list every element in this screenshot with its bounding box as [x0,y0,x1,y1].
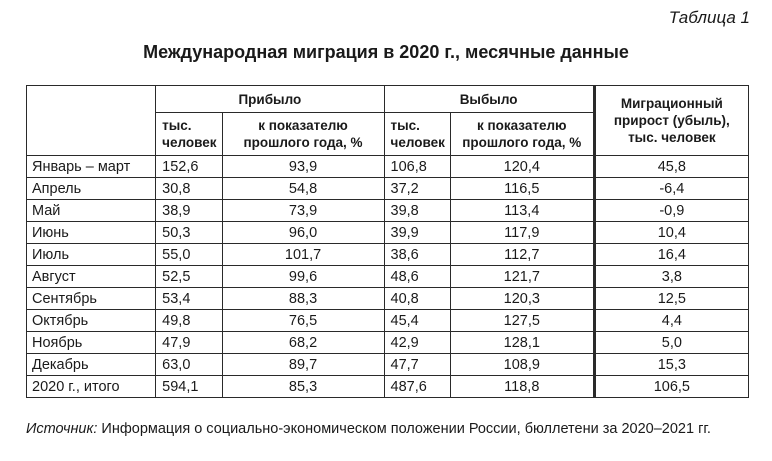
cell-arrived-thousands: 152,6 [155,155,223,178]
cell-month: Октябрь [25,309,157,332]
cell-departed-percent: 120,4 [449,155,595,178]
cell-month: Июль [25,243,157,266]
cell-migration-growth: 3,8 [592,265,750,288]
cell-month: Апрель [25,177,157,200]
cell-departed-thousands: 42,9 [383,331,451,354]
header-migration-growth: Миграционный прирост (убыль), тыс. челов… [592,85,750,156]
cell-arrived-percent: 85,3 [221,375,385,398]
cell-migration-growth: 4,4 [592,309,750,332]
cell-month: Ноябрь [25,331,157,354]
cell-departed-percent: 108,9 [449,353,595,376]
cell-arrived-thousands: 53,4 [155,287,223,310]
cell-arrived-thousands: 49,8 [155,309,223,332]
cell-departed-percent: 120,3 [449,287,595,310]
cell-arrived-thousands: 30,8 [155,177,223,200]
header-departed: Выбыло [383,85,595,113]
cell-departed-percent: 113,4 [449,199,595,222]
cell-departed-percent: 127,5 [449,309,595,332]
cell-arrived-percent: 93,9 [221,155,385,178]
cell-arrived-percent: 101,7 [221,243,385,266]
table-row: Май 38,9 73,9 39,8 113,4 -0,9 [25,199,750,222]
table-body: Январь – март 152,6 93,9 106,8 120,4 45,8 Апре… [25,155,750,398]
cell-arrived-percent: 89,7 [221,353,385,376]
source-label: Источник: [26,421,98,437]
cell-departed-percent: 116,5 [449,177,595,200]
cell-migration-growth: 45,8 [592,155,750,178]
cell-departed-thousands: 47,7 [383,353,451,376]
cell-arrived-thousands: 594,1 [155,375,223,398]
source-note: Источник: Информация о социально-экономи… [26,420,752,439]
source-text: Информация о социально-экономическом пол… [101,421,711,437]
cell-departed-percent: 118,8 [449,375,595,398]
cell-arrived-percent: 96,0 [221,221,385,244]
cell-month: Декабрь [25,353,157,376]
cell-arrived-thousands: 50,3 [155,221,223,244]
cell-arrived-percent: 99,6 [221,265,385,288]
table-number: Таблица 1 [668,8,750,27]
cell-migration-growth: 106,5 [592,375,750,398]
table-row: Июль 55,0 101,7 38,6 112,7 16,4 [25,243,750,266]
cell-arrived-percent: 88,3 [221,287,385,310]
cell-migration-growth: 12,5 [592,287,750,310]
cell-month: Июнь [25,221,157,244]
header-departed-thousands: тыс. человек [383,112,451,156]
cell-arrived-thousands: 63,0 [155,353,223,376]
cell-arrived-percent: 73,9 [221,199,385,222]
cell-arrived-thousands: 47,9 [155,331,223,354]
table-row: Октябрь 49,8 76,5 45,4 127,5 4,4 [25,309,750,332]
cell-month: Май [25,199,157,222]
cell-departed-thousands: 38,6 [383,243,451,266]
table-row: Сентябрь 53,4 88,3 40,8 120,3 12,5 [25,287,750,310]
cell-departed-thousands: 106,8 [383,155,451,178]
cell-migration-growth: 10,4 [592,221,750,244]
cell-departed-thousands: 487,6 [383,375,451,398]
cell-migration-growth: -0,9 [592,199,750,222]
table-row: 2020 г., итого 594,1 85,3 487,6 118,8 106,5 [25,375,750,398]
cell-month: Август [25,265,157,288]
cell-arrived-thousands: 55,0 [155,243,223,266]
cell-departed-percent: 121,7 [449,265,595,288]
cell-arrived-thousands: 38,9 [155,199,223,222]
cell-departed-thousands: 48,6 [383,265,451,288]
header-departed-percent: к показателю прошлого года, % [449,112,595,156]
table-row: Декабрь 63,0 89,7 47,7 108,9 15,3 [25,353,750,376]
cell-month: Сентябрь [25,287,157,310]
cell-arrived-percent: 76,5 [221,309,385,332]
table-title: Международная миграция в 2020 г., месячн… [143,42,629,62]
table-row: Июнь 50,3 96,0 39,9 117,9 10,4 [25,221,750,244]
header-month-empty [25,85,157,156]
cell-arrived-thousands: 52,5 [155,265,223,288]
cell-month: Январь – март [25,155,157,178]
cell-migration-growth: 15,3 [592,353,750,376]
cell-departed-percent: 117,9 [449,221,595,244]
cell-migration-growth: 5,0 [592,331,750,354]
header-arrived: Прибыло [155,85,385,113]
migration-table: Прибыло Выбыло Миграционный прирост (убы… [25,85,750,398]
cell-departed-percent: 128,1 [449,331,595,354]
table-row: Январь – март 152,6 93,9 106,8 120,4 45,8 [25,155,750,178]
cell-month: 2020 г., итого [25,375,157,398]
cell-departed-thousands: 37,2 [383,177,451,200]
header-arrived-percent: к показателю прошлого года, % [221,112,385,156]
cell-departed-thousands: 40,8 [383,287,451,310]
cell-migration-growth: -6,4 [592,177,750,200]
header-arrived-thousands: тыс. человек [155,112,223,156]
cell-departed-thousands: 45,4 [383,309,451,332]
table-row: Апрель 30,8 54,8 37,2 116,5 -6,4 [25,177,750,200]
cell-departed-thousands: 39,8 [383,199,451,222]
cell-arrived-percent: 54,8 [221,177,385,200]
cell-arrived-percent: 68,2 [221,331,385,354]
cell-departed-percent: 112,7 [449,243,595,266]
cell-departed-thousands: 39,9 [383,221,451,244]
cell-migration-growth: 16,4 [592,243,750,266]
table-row: Август 52,5 99,6 48,6 121,7 3,8 [25,265,750,288]
table-row: Ноябрь 47,9 68,2 42,9 128,1 5,0 [25,331,750,354]
